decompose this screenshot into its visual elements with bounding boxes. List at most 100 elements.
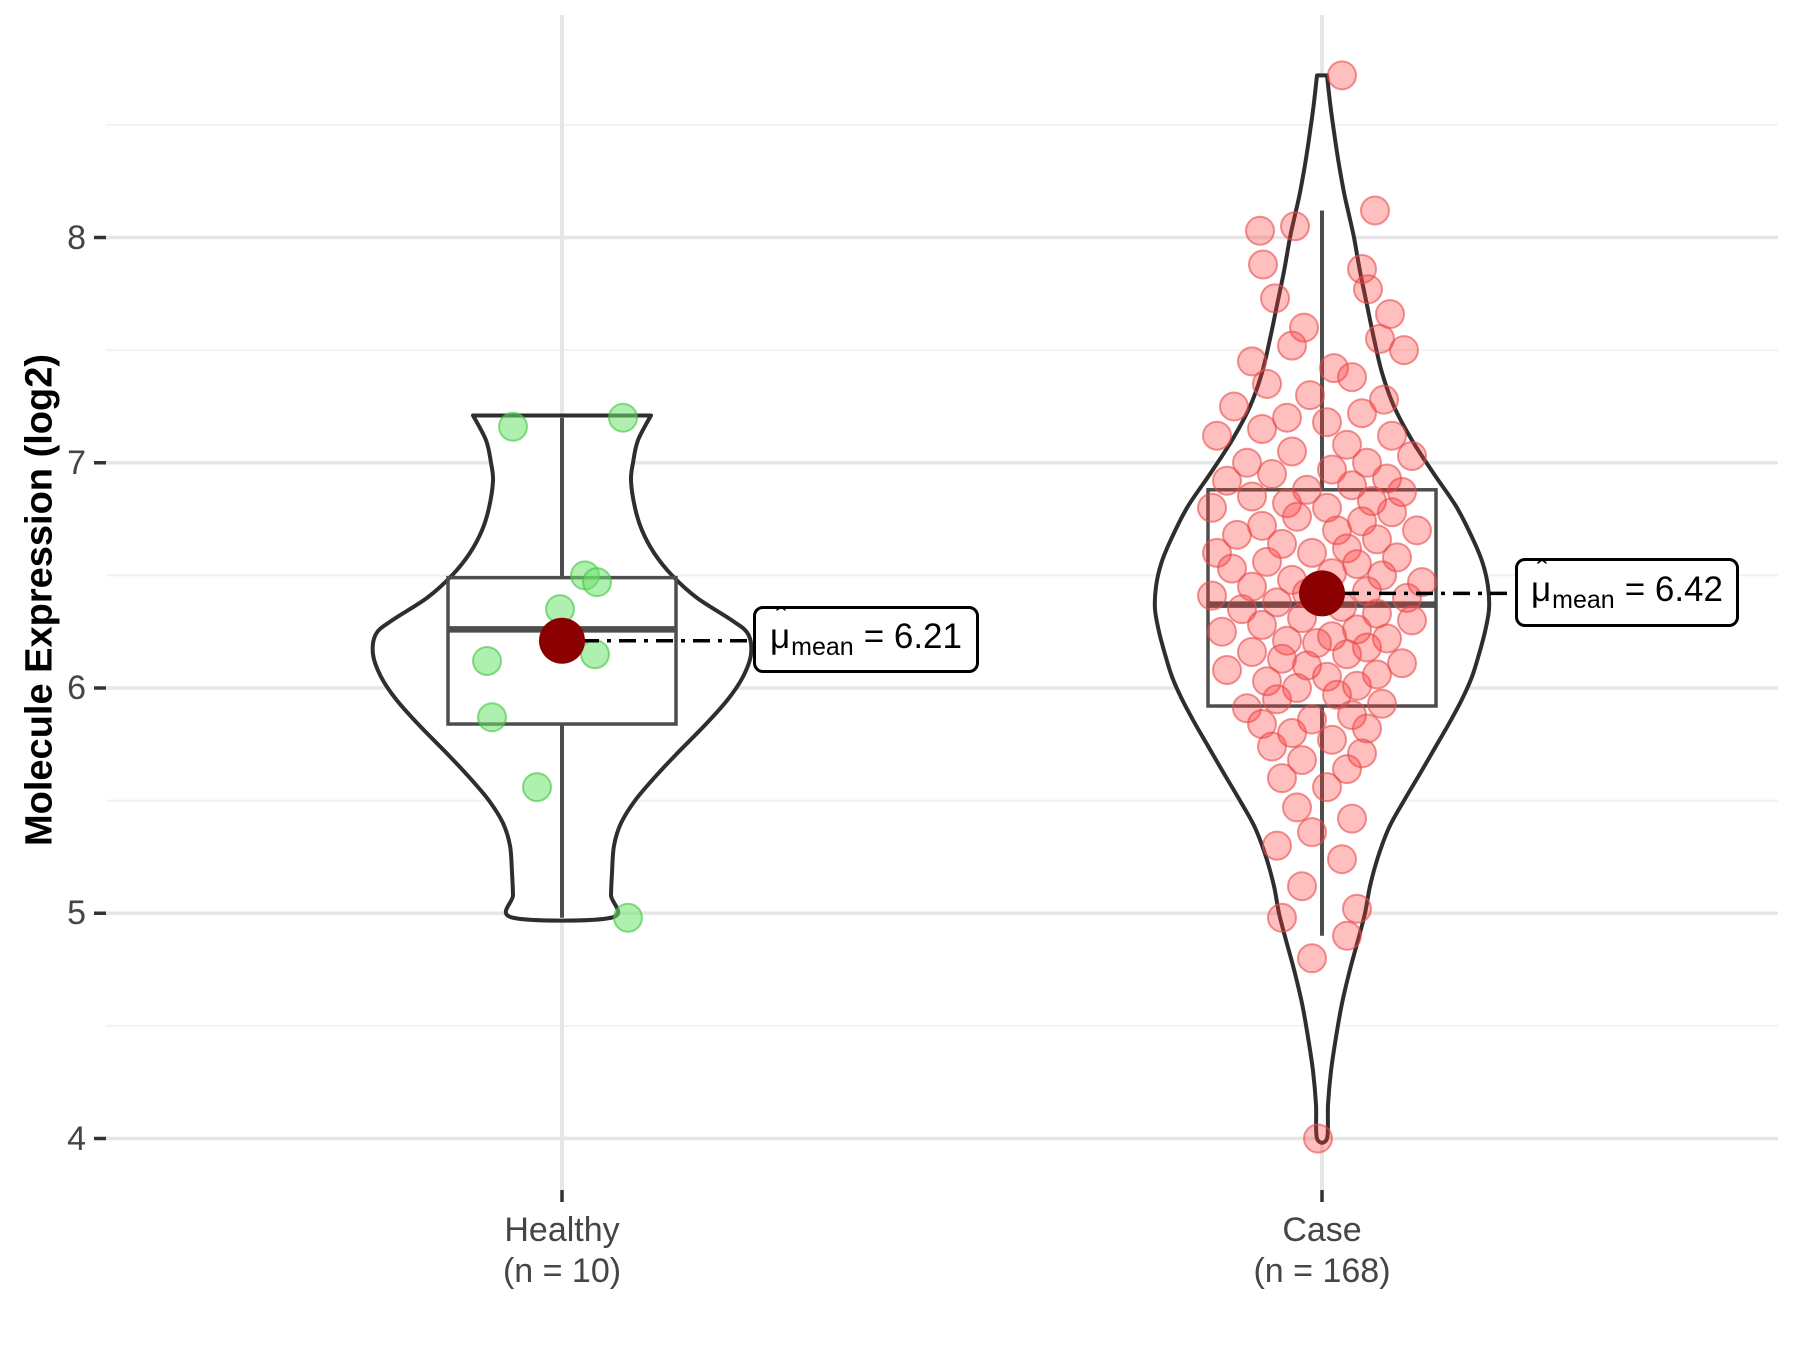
jitter-point-case [1262,684,1292,715]
jitter-point-case [1267,902,1297,933]
y-axis-title: Molecule Expression (log2) [18,354,61,846]
jitter-point-case [1332,639,1362,670]
jitter-point-case [1332,429,1362,460]
y-tick-label-4: 4 [67,1120,86,1158]
jitter-point-case [1342,893,1372,924]
jitter-point-case [1377,497,1407,528]
y-tick-label-7: 7 [67,444,86,482]
jitter-point-case [1262,830,1292,861]
jitter-point-case [1312,772,1342,803]
jitter-point-healthy [522,772,552,803]
jitter-point-case [1362,524,1392,555]
jitter-point-case [1257,731,1287,762]
jitter-point-case [1232,693,1262,724]
jitter-point-case [1287,745,1317,776]
jitter-point-case [1317,724,1347,755]
jitter-point-case [1202,537,1232,568]
x-axis-label-healthy: Healthy (n = 10) [382,1210,742,1292]
annotation-text: ˆ μmean = 6.42 [1531,553,1723,615]
jitter-point-case [1245,215,1275,246]
mean-dot-healthy [539,617,585,664]
hat-symbol: ˆ [775,599,787,636]
mu-subscript: mean [1552,586,1615,614]
y-tick-label-5: 5 [67,894,86,932]
jitter-point-case [1312,407,1342,438]
jitter-point-case [1267,763,1297,794]
mean-value: = 6.21 [863,617,962,656]
jitter-point-healthy [477,702,507,733]
jitter-point-case [1222,519,1252,550]
jitter-point-case [1247,413,1277,444]
jitter-point-case [1237,636,1267,667]
jitter-point-case [1252,368,1282,399]
jitter-point-case [1369,384,1399,415]
jitter-point-case [1289,312,1319,343]
jitter-point-case [1389,335,1419,366]
hat-symbol: ˆ [1536,552,1548,589]
jitter-point-case [1257,459,1287,490]
jitter-point-case [1237,346,1267,377]
jitter-point-case [1402,515,1432,546]
jitter-point-case [1297,537,1327,568]
jitter-point-case [1219,391,1249,422]
jitter-point-case [1407,567,1437,598]
jitter-point-case [1367,560,1397,591]
jitter-point-case [1360,195,1390,226]
jitter-point-healthy [613,902,643,933]
jitter-point-case [1267,643,1297,674]
jitter-point-case [1272,625,1302,656]
mu-subscript: mean [791,633,854,661]
jitter-point-case [1353,274,1383,305]
jitter-point-case [1277,436,1307,467]
category-count: (n = 168) [1253,1252,1391,1290]
jitter-point-case [1297,943,1327,974]
jitter-point-case [1287,871,1317,902]
category-count: (n = 10) [502,1252,622,1290]
y-tick-label-6: 6 [67,669,86,707]
jitter-point-case [1337,362,1367,393]
jitter-point-case [1262,587,1292,618]
jitter-point-case [1367,688,1397,719]
jitter-point-case [1197,492,1227,523]
jitter-point-case [1295,380,1325,411]
x-axis-label-case: Case (n = 168) [1142,1210,1502,1292]
mean-annotation-case: ˆ μmean = 6.42 [1515,553,1739,627]
jitter-point-case [1232,447,1262,478]
jitter-point-case [1387,648,1417,679]
jitter-point-case [1347,398,1377,429]
jitter-point-case [1248,249,1278,280]
annotation-text: ˆ μmean = 6.21 [769,599,962,662]
jitter-point-case [1212,654,1242,685]
category-name: Healthy [504,1211,620,1249]
violin-healthy [370,413,754,923]
jitter-point-case [1332,533,1362,564]
jitter-point-case [1212,465,1242,496]
jitter-point-healthy [580,639,610,670]
boxplot-healthy [446,575,678,726]
jitter-point-healthy [582,567,612,598]
jitter-point-case [1332,920,1362,951]
jitter-point-case [1217,553,1247,584]
jitter-point-case [1252,546,1282,577]
mean-dot-case [1299,570,1345,617]
jitter-point-case [1392,582,1422,613]
jitter-point-case [1197,580,1227,611]
jitter-point-case [1397,440,1427,471]
jitter-point-case [1342,549,1372,580]
jitter-point-case [1347,738,1377,769]
jitter-point-case [1252,666,1282,697]
jitter-point-case [1207,616,1237,647]
jitter-point-case [1377,420,1407,451]
jitter-point-healthy [472,645,502,676]
jitter-point-case [1247,609,1277,640]
jitter-point-healthy [608,402,638,433]
jitter-point-case [1337,803,1367,834]
jitter-point-case [1260,283,1290,314]
jitter-point-case [1272,402,1302,433]
jitter-point-case [1317,454,1347,485]
jitter-point-case [1322,679,1352,710]
jitter-point-case [1303,1123,1333,1154]
